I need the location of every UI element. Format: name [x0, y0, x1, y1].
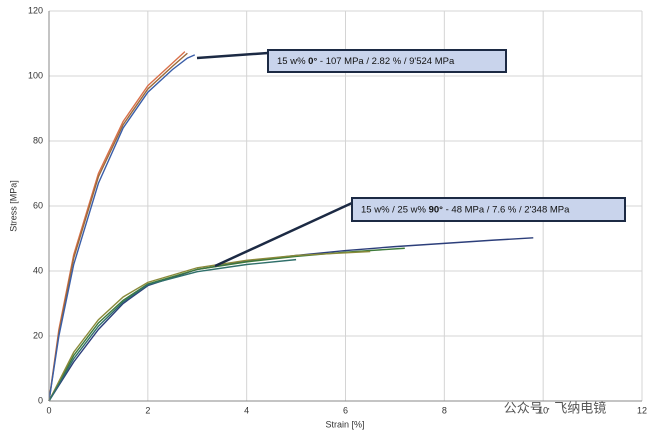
- lines: [48, 51, 534, 402]
- y-tick-label: 40: [33, 265, 43, 275]
- series-line: [48, 52, 188, 402]
- series-line: [48, 54, 196, 402]
- y-tick-label: 120: [28, 5, 43, 15]
- leader-line: [214, 201, 353, 268]
- y-tick-label: 0: [38, 395, 43, 405]
- series-line: [48, 237, 534, 402]
- y-tick-label: 60: [33, 200, 43, 210]
- y-tick-label: 20: [33, 330, 43, 340]
- x-tick-label: 2: [145, 405, 150, 415]
- series-line: [48, 51, 186, 402]
- y-axis-label: Stress [MPa]: [8, 180, 18, 232]
- x-tick-label: 4: [244, 405, 249, 415]
- x-tick-label: 0: [46, 405, 51, 415]
- y-tick-label: 100: [28, 70, 43, 80]
- series-line: [48, 258, 297, 402]
- watermark: 公众号 · 飞纳电镜: [504, 400, 607, 415]
- annotation-box: [351, 197, 626, 222]
- x-tick-label: 8: [442, 405, 447, 415]
- x-axis-label: Strain [%]: [325, 419, 364, 429]
- x-tick-label: 6: [343, 405, 348, 415]
- annotation: 15 w% / 25 w% 90° - 48 MPa / 7.6 % / 2'3…: [361, 204, 570, 215]
- annotation: 15 w% 0° - 107 MPa / 2.82 % / 9'524 MPa: [277, 56, 455, 67]
- annotation-box: [267, 49, 507, 73]
- y-tick-label: 80: [33, 135, 43, 145]
- leader-line: [196, 51, 269, 60]
- x-tick-label: 10: [538, 405, 548, 415]
- series-line: [48, 250, 371, 402]
- x-tick-label: 12: [637, 405, 647, 415]
